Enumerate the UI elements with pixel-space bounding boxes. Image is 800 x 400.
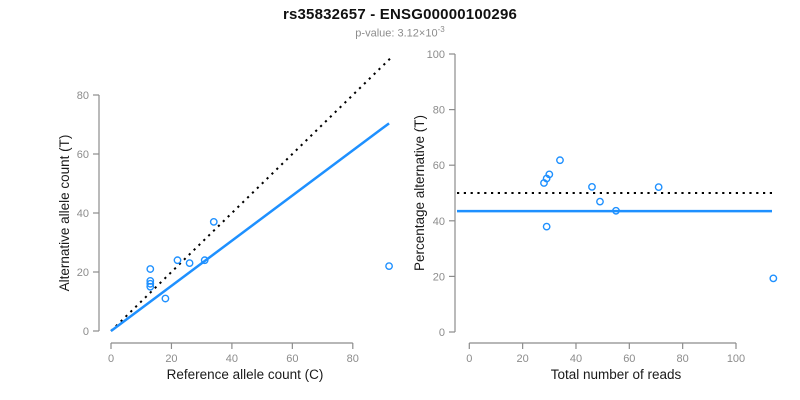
data-point [556,156,564,165]
x-tick-label: 80 [347,353,359,365]
data-point [540,179,548,187]
data-point [596,197,604,206]
data-point [612,206,620,215]
data-point [161,294,170,303]
y-axis-label: Percentage alternative (T) [412,115,427,271]
data-point [146,282,155,291]
chart-subtitle: p-value: 3.12×10-3 [0,25,800,40]
data-point [654,183,663,192]
x-tick-label: 40 [226,353,238,365]
x-tick-label: 0 [466,353,472,365]
y-tick-label: 40 [77,208,89,220]
data-point [185,259,194,268]
data-point [769,274,778,283]
x-axis-label: Total number of reads [551,367,682,382]
chart-title: rs35832657 - ENSG00000100296 [282,6,518,23]
data-point [588,182,596,191]
x-tick-label: 20 [165,353,177,365]
identity-line [110,55,393,332]
y-tick-label: 80 [77,90,89,102]
data-point [173,256,182,265]
y-axis-label: Alternative allele count (T) [57,135,72,292]
data-point [542,222,551,231]
x-tick-label: 80 [677,353,689,365]
data-point [385,262,393,270]
x-tick-label: 20 [517,353,529,365]
chart-header: rs35832657 - ENSG00000100296 p-value: 3.… [0,0,800,40]
p-value-text: p-value: 3.12×10 [355,27,438,40]
y-tick-label: 40 [433,216,445,228]
x-tick-label: 40 [570,353,582,365]
data-point [209,217,218,226]
data-point [146,279,155,288]
x-tick-label: 60 [286,353,298,365]
y-tick-label: 60 [77,149,89,161]
x-tick-label: 60 [623,353,635,365]
fit-line [110,122,390,333]
p-value-exponent: -3 [437,25,445,34]
data-point [200,256,209,265]
y-tick-label: 0 [83,326,89,338]
y-tick-label: 100 [427,49,445,61]
y-tick-label: 60 [433,160,445,172]
data-point [146,265,155,273]
y-tick-label: 20 [433,271,445,283]
y-tick-label: 20 [77,267,89,279]
x-tick-label: 0 [108,353,114,365]
y-tick-label: 0 [439,327,445,339]
y-tick-label: 80 [433,105,445,117]
x-axis-label: Reference allele count (C) [167,367,324,382]
x-tick-label: 100 [727,353,745,365]
